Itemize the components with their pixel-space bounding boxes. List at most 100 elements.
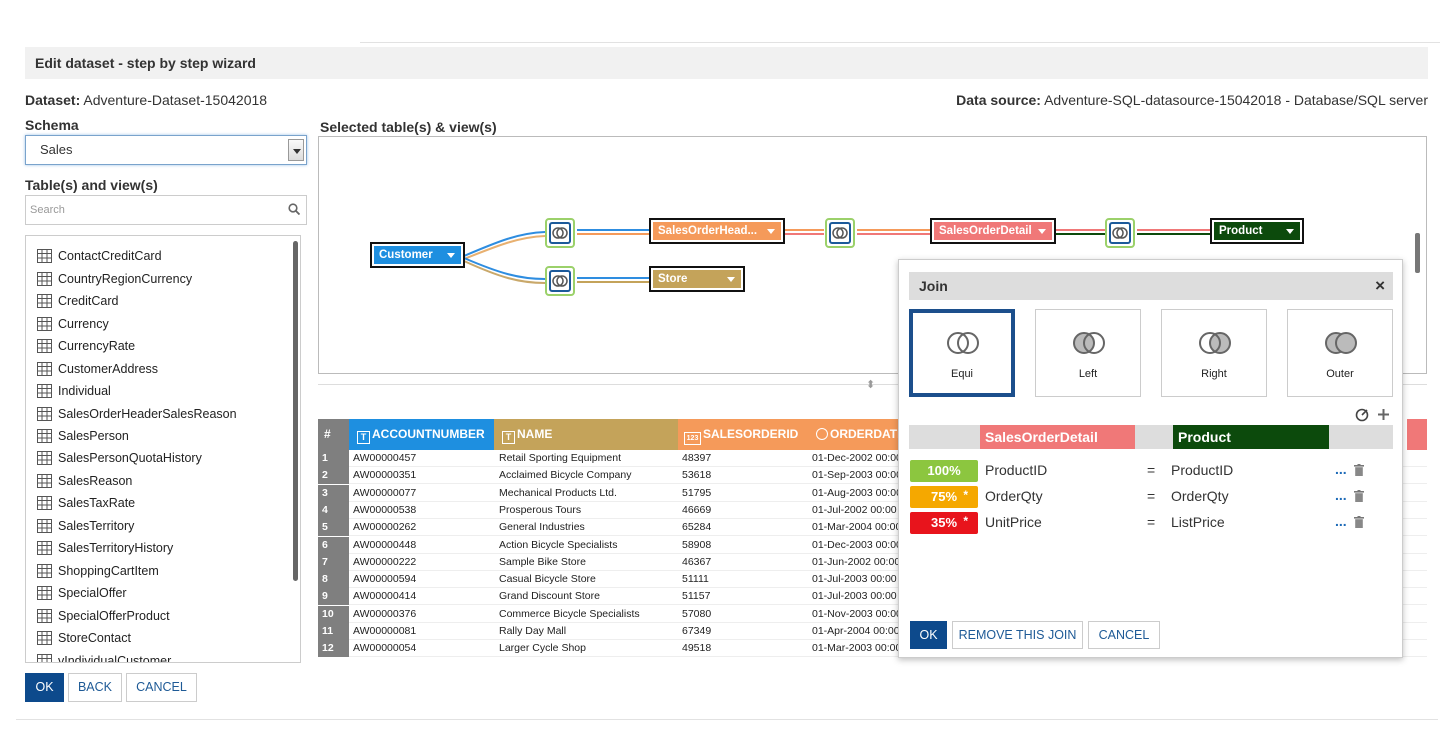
cell-accountnumber: AW00000414 [353,590,417,603]
grid-header-salesorderid[interactable]: 123 SALESORDERID [678,419,810,450]
table-row[interactable] [318,571,1427,589]
node-sales-order-header[interactable]: SalesOrderHead... [649,218,785,244]
condition-left-field[interactable]: OrderQty [985,488,1043,504]
list-item[interactable]: CountryRegionCurrency [37,269,192,289]
table-row[interactable] [318,519,1427,537]
chevron-down-icon[interactable] [288,139,304,161]
cell-name: Retail Sporting Equipment [499,452,621,464]
cancel-button[interactable]: CANCEL [126,673,197,702]
tables-label: Table(s) and view(s) [25,177,158,193]
bottom-divider [16,719,1438,720]
join-type-right[interactable]: Right [1161,309,1267,397]
match-pct: 35% [930,515,958,530]
ok-button[interactable]: OK [25,673,64,702]
cell-name: Grand Discount Store [499,590,600,603]
cell-accountnumber: AW00000594 [353,573,417,586]
table-row[interactable] [318,554,1427,571]
list-item[interactable]: SpecialOfferProduct [37,606,170,626]
table-row[interactable] [318,606,1427,623]
node-product-label: Product [1214,222,1300,240]
splitter[interactable] [318,384,1427,385]
list-item[interactable]: CustomerAddress [37,359,158,379]
auto-join-icon[interactable] [1354,407,1370,423]
cell-salesorderid: 49518 [682,642,712,655]
list-item[interactable]: SalesReason [37,471,132,491]
splitter-handle-icon[interactable]: ⬍ [866,379,876,391]
grid-header-name[interactable]: T NAME [494,419,678,450]
table-row[interactable] [318,450,1427,467]
condition-left-field[interactable]: ProductID [985,462,1048,478]
node-product[interactable]: Product [1210,218,1304,244]
canvas-scrollbar-thumb[interactable] [1415,233,1420,273]
scrollbar-thumb[interactable] [293,241,298,581]
table-list-scrollbar[interactable] [292,237,300,661]
list-item[interactable]: Individual [37,381,111,401]
table-row[interactable] [318,623,1427,640]
grid-header-orderdate[interactable]: ORDERDATE [810,419,900,450]
list-item[interactable]: SalesTerritory [37,516,134,536]
table-row[interactable] [318,485,1427,502]
row-number: 11 [318,623,349,640]
trash-icon[interactable] [1354,516,1364,528]
remove-join-button[interactable]: REMOVE THIS JOIN [952,621,1083,649]
search-icon[interactable] [288,203,300,215]
table-row[interactable] [318,640,1427,658]
table-icon [37,519,52,533]
list-item[interactable]: CreditCard [37,291,118,311]
node-sales-order-detail[interactable]: SalesOrderDetail [930,218,1056,244]
list-item-label: SalesPerson [58,429,129,443]
join-icon-selected[interactable] [1105,218,1135,248]
condition-left-field[interactable]: UnitPrice [985,514,1042,530]
more-options-icon[interactable]: ... [1335,513,1347,529]
list-item[interactable]: CurrencyRate [37,336,135,356]
list-item[interactable]: SalesPerson [37,426,129,446]
condition-right-field[interactable]: ProductID [1171,462,1234,478]
close-icon[interactable]: × [1375,276,1385,295]
list-item[interactable]: SalesOrderHeaderSalesReason [37,404,237,424]
add-condition-icon[interactable] [1377,408,1390,421]
condition-operator: = [1147,514,1156,530]
join-icon[interactable] [545,218,575,248]
node-store[interactable]: Store [649,266,745,292]
table-search-input[interactable]: Search [25,195,307,225]
list-item[interactable]: SalesPersonQuotaHistory [37,448,202,468]
grid-header-accountnumber[interactable]: T ACCOUNTNUMBER [349,419,494,450]
data-preview-grid: # T ACCOUNTNUMBER T NAME 123 SALESORDERID O… [318,419,1427,663]
cell-orderdate: 01-Apr-2004 00:00 [812,625,900,637]
list-item[interactable]: vIndividualCustomer [37,651,171,662]
condition-right-field[interactable]: OrderQty [1171,488,1229,504]
node-store-label: Store [653,270,741,288]
table-row[interactable] [318,502,1427,519]
join-type-outer[interactable]: Outer [1287,309,1393,397]
table-row[interactable] [318,537,1427,554]
join-connectors [463,229,1210,284]
list-item[interactable]: ShoppingCartItem [37,561,159,581]
trash-icon[interactable] [1354,464,1364,476]
list-item[interactable]: SalesTerritoryHistory [37,538,173,558]
join-type-left[interactable]: Left [1035,309,1141,397]
more-options-icon[interactable]: ... [1335,487,1347,503]
list-item[interactable]: StoreContact [37,628,131,648]
schema-select[interactable]: Sales [25,135,307,165]
list-item[interactable]: ContactCreditCard [37,246,162,266]
more-options-icon[interactable]: ... [1335,461,1347,477]
match-pct: 100% [927,463,961,478]
table-row[interactable] [318,588,1427,606]
back-button[interactable]: BACK [68,673,122,702]
row-number: 7 [318,553,349,571]
dialog-cancel-button[interactable]: CANCEL [1088,621,1160,649]
trash-icon[interactable] [1354,490,1364,502]
condition-right-field[interactable]: ListPrice [1171,514,1225,530]
table-row[interactable] [318,467,1427,485]
join-icon[interactable] [825,218,855,248]
join-type-equi[interactable]: Equi [909,309,1015,397]
left-join-icon [1073,332,1105,354]
datasource-value: Adventure-SQL-datasource-15042018 - Data… [1044,92,1428,108]
grid-header-num: # [318,419,349,450]
join-icon[interactable] [545,266,575,296]
list-item[interactable]: SpecialOffer [37,583,127,603]
list-item[interactable]: SalesTaxRate [37,493,135,513]
dialog-ok-button[interactable]: OK [910,621,947,649]
node-customer[interactable]: Customer [370,242,465,268]
list-item[interactable]: Currency [37,314,109,334]
